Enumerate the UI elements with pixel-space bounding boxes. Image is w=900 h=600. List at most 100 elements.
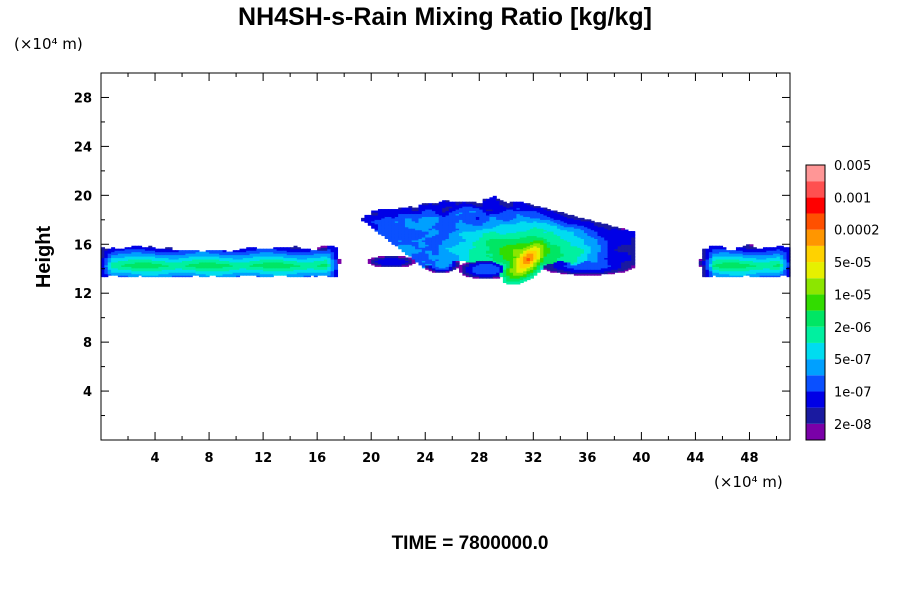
- field-cell: [519, 242, 524, 245]
- field-cell: [759, 257, 764, 260]
- field-cell: [759, 273, 764, 276]
- field-cell: [533, 207, 538, 210]
- field-cell: [631, 261, 636, 264]
- field-cell: [516, 275, 521, 278]
- field-cell: [472, 260, 477, 263]
- field-cell: [212, 254, 217, 257]
- field-cell: [479, 203, 484, 206]
- field-cell: [732, 251, 737, 254]
- field-cell: [408, 261, 413, 264]
- field-cell: [455, 244, 460, 247]
- field-cell: [246, 253, 251, 256]
- field-cell: [293, 272, 298, 275]
- field-cell: [509, 238, 514, 241]
- field-cell: [148, 261, 153, 264]
- field-cell: [567, 231, 572, 234]
- field-cell: [394, 244, 399, 247]
- field-cell: [398, 264, 403, 267]
- field-cell: [236, 264, 241, 267]
- field-cell: [182, 264, 187, 267]
- field-cell: [438, 225, 443, 228]
- field-cell: [138, 273, 143, 276]
- field-cell: [401, 214, 406, 217]
- field-cell: [546, 238, 551, 241]
- field-cell: [543, 251, 548, 254]
- field-cell: [259, 257, 264, 260]
- field-cell: [442, 257, 447, 260]
- field-cell: [161, 263, 166, 266]
- field-cell: [631, 247, 636, 250]
- field-cell: [610, 267, 615, 270]
- field-cell: [523, 225, 528, 228]
- field-cell: [499, 209, 504, 212]
- field-cell: [752, 254, 757, 257]
- field-cell: [290, 257, 295, 260]
- field-cell: [489, 273, 494, 276]
- field-cell: [303, 269, 308, 272]
- field-cell: [509, 236, 514, 239]
- field-cell: [543, 244, 548, 247]
- field-cell: [587, 223, 592, 226]
- field-cell: [735, 260, 740, 263]
- field-cell: [131, 270, 136, 273]
- field-cell: [590, 261, 595, 264]
- field-cell: [445, 219, 450, 222]
- field-cell: [702, 264, 707, 267]
- field-cell: [323, 247, 328, 250]
- field-cell: [529, 256, 534, 259]
- field-cell: [459, 210, 463, 213]
- field-cell: [719, 270, 724, 273]
- field-cell: [475, 238, 480, 241]
- field-cell: [401, 216, 406, 219]
- field-cell: [577, 273, 582, 276]
- field-cell: [404, 219, 409, 222]
- field-cell: [607, 254, 612, 257]
- field-cell: [594, 222, 599, 225]
- field-cell: [475, 260, 480, 263]
- field-cell: [469, 233, 474, 237]
- field-cell: [742, 264, 747, 267]
- field-cell: [161, 250, 166, 253]
- field-cell: [570, 248, 575, 251]
- field-cell: [104, 261, 109, 264]
- field-cell: [448, 209, 453, 212]
- field-cell: [502, 201, 507, 204]
- field-cell: [617, 254, 622, 257]
- field-cell: [502, 278, 507, 281]
- field-cell: [526, 247, 531, 250]
- field-cell: [114, 250, 119, 253]
- field-cell: [215, 264, 220, 267]
- field-cell: [384, 216, 389, 219]
- field-cell: [158, 253, 163, 256]
- field-cell: [496, 254, 501, 257]
- field-cell: [256, 254, 261, 257]
- field-cell: [573, 267, 578, 270]
- field-cell: [506, 251, 511, 254]
- field-cell: [489, 211, 494, 215]
- field-cell: [587, 267, 592, 270]
- field-cell: [600, 232, 605, 235]
- field-cell: [705, 254, 710, 257]
- field-cell: [529, 245, 534, 248]
- field-cell: [415, 254, 420, 257]
- field-cell: [590, 226, 595, 229]
- field-cell: [445, 256, 450, 259]
- field-cell: [729, 269, 734, 272]
- field-cell: [735, 273, 740, 276]
- field-cell: [621, 250, 626, 253]
- field-cell: [452, 251, 457, 254]
- field-cell: [232, 254, 237, 257]
- field-cell: [492, 204, 497, 207]
- field-cell: [134, 261, 139, 264]
- field-cell: [590, 228, 595, 231]
- field-cell: [107, 272, 112, 275]
- field-cell: [300, 251, 305, 254]
- field-cell: [529, 220, 534, 223]
- field-cell: [729, 256, 734, 259]
- field-cell: [401, 217, 406, 220]
- plot-area: [101, 195, 791, 285]
- field-cell: [394, 256, 399, 259]
- field-cell: [195, 250, 200, 253]
- field-cell: [502, 235, 507, 238]
- field-cell: [428, 263, 433, 266]
